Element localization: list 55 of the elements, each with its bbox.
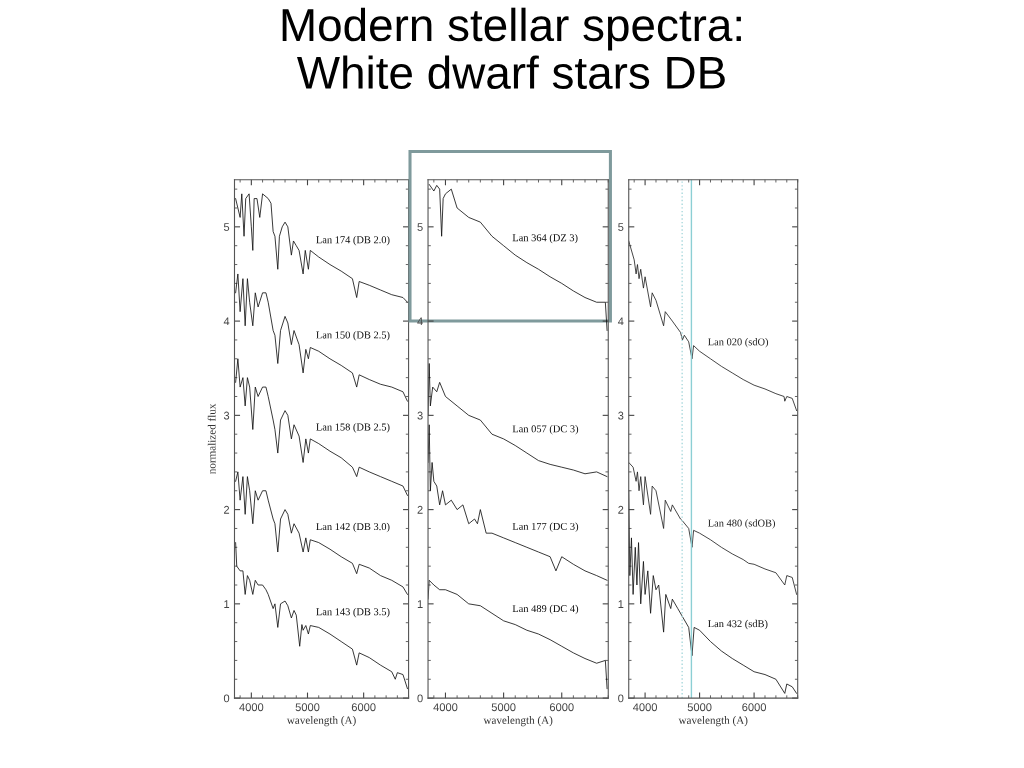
x-tick-label: 5000 bbox=[295, 703, 320, 712]
y-tick-label: 5 bbox=[618, 223, 624, 231]
y-tick-label: 0 bbox=[417, 694, 423, 703]
y-tick-label: 0 bbox=[618, 694, 624, 703]
y-tick-label: 1 bbox=[224, 600, 230, 608]
line-series bbox=[428, 424, 608, 581]
x-tick-label: 4000 bbox=[632, 703, 658, 712]
y-tick-label: 3 bbox=[223, 411, 230, 420]
x-axis-title: wavelength (A) bbox=[286, 716, 356, 727]
x-axis-title: wavelength (A) bbox=[483, 716, 553, 727]
x-tick-label: 4000 bbox=[239, 703, 264, 712]
y-tick-label: 2 bbox=[618, 505, 624, 514]
line-series bbox=[428, 579, 608, 690]
series-label: Lan 174 (DB 2.0) bbox=[316, 235, 390, 246]
series-label: Lan 489 (DC 4) bbox=[512, 604, 579, 615]
line-series bbox=[235, 542, 408, 690]
line-series bbox=[428, 363, 608, 478]
x-tick-label: 6000 bbox=[742, 703, 767, 712]
y-tick-label: 5 bbox=[417, 223, 423, 231]
y-tick-label: 3 bbox=[417, 411, 423, 420]
y-tick-label: 2 bbox=[224, 505, 230, 514]
y-axis-title: normalized flux bbox=[207, 403, 216, 474]
series-label: Lan 158 (DB 2.5) bbox=[316, 423, 390, 433]
y-tick-label: 5 bbox=[223, 223, 230, 231]
y-tick-label: 1 bbox=[618, 600, 624, 608]
series-label: Lan 020 (sdO) bbox=[708, 338, 769, 348]
text: Modern stellar spectra: White dwarf stars DB bbox=[282, 7, 741, 90]
x-tick-label: 6000 bbox=[351, 703, 376, 712]
line-series bbox=[628, 462, 798, 595]
series-label: Lan 432 (sdB) bbox=[708, 619, 768, 630]
series-label: Lan 142 (DB 3.0) bbox=[316, 522, 390, 533]
line-series bbox=[235, 193, 408, 303]
line-series bbox=[235, 358, 408, 496]
line-series bbox=[428, 184, 608, 331]
series-label: Lan 364 (DZ 3) bbox=[512, 233, 578, 244]
y-tick-label: 0 bbox=[223, 694, 230, 703]
series-label: Lan 177 (DC 3) bbox=[512, 522, 579, 532]
y-tick-label: 4 bbox=[223, 317, 230, 326]
y-tick-label: 4 bbox=[617, 317, 624, 326]
y-tick-label: 4 bbox=[417, 317, 423, 326]
y-tick-label: 1 bbox=[417, 600, 423, 608]
series-label: Lan 057 (DC 3) bbox=[512, 425, 579, 435]
x-tick-label: 5000 bbox=[491, 703, 516, 712]
series-label: Lan 150 (DB 2.5) bbox=[316, 331, 390, 341]
line-series bbox=[235, 471, 408, 595]
series-label: Lan 480 (sdOB) bbox=[708, 519, 776, 529]
x-tick-label: 4000 bbox=[433, 703, 458, 712]
x-tick-label: 5000 bbox=[687, 703, 712, 712]
y-tick-label: 2 bbox=[417, 505, 423, 514]
x-tick-label: 6000 bbox=[549, 703, 574, 712]
line-series bbox=[235, 273, 408, 402]
line-series bbox=[628, 240, 798, 412]
x-axis-title: wavelength (A) bbox=[678, 716, 748, 727]
series-label: Lan 143 (DB 3.5) bbox=[316, 607, 390, 618]
y-tick-label: 3 bbox=[618, 411, 624, 420]
